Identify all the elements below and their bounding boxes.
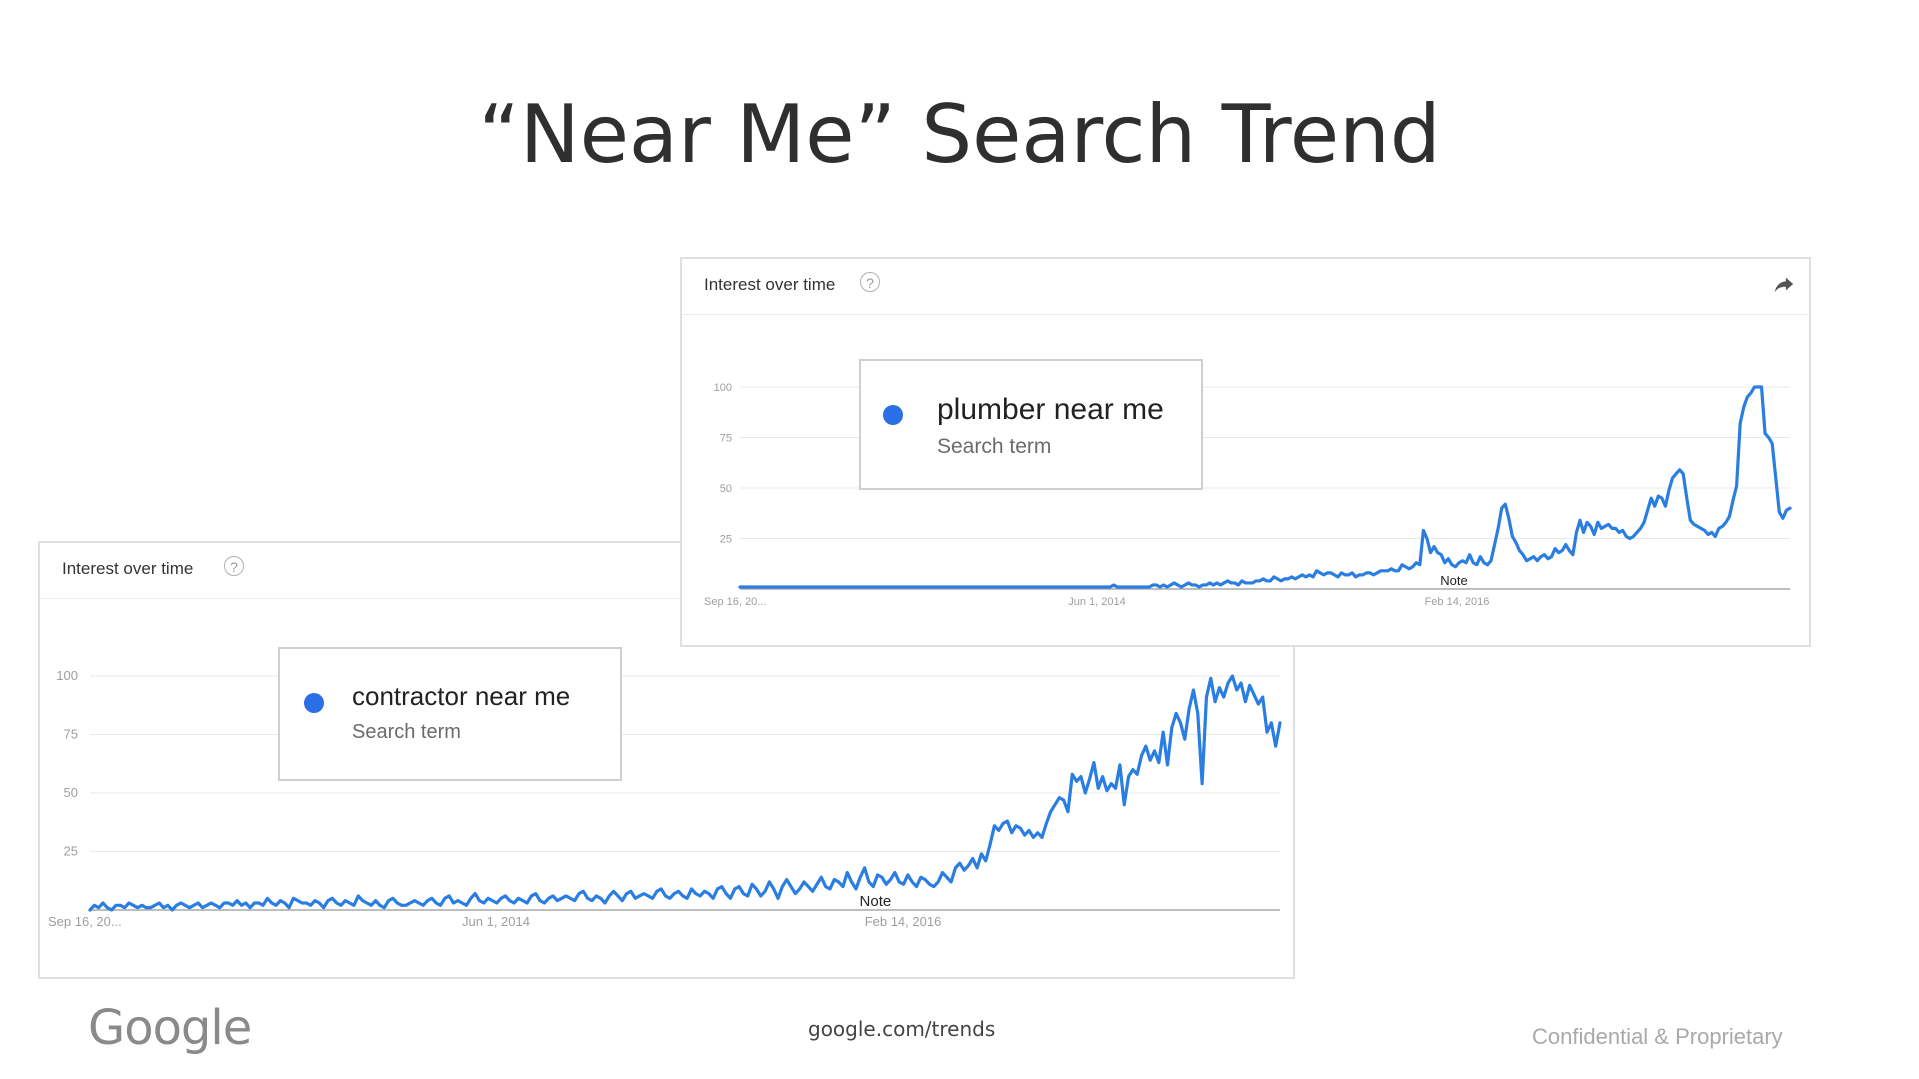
legend-subtitle: Search term (937, 435, 1052, 458)
contractor-chart: 100 75 50 25 Sep 16, 20... Jun 1, 2014 Feb 14,… (48, 668, 1282, 929)
help-circle-icon[interactable]: ? (224, 556, 244, 576)
slide-title: “Near Me” Search Trend (478, 88, 1441, 181)
x-tick-label: Jun 1, 2014 (462, 914, 530, 929)
panel-title: Interest over time (62, 559, 194, 578)
y-tick-label: 100 (56, 668, 78, 683)
y-tick-label: 75 (720, 433, 732, 445)
legend-term: contractor near me (352, 681, 571, 711)
plumber-chart: 100 75 50 25 Sep 16, 20... Jun 1, 2014 Feb 14,… (704, 382, 1792, 608)
chart-annotation[interactable]: Note (860, 893, 892, 910)
confidential-note: Confidential & Proprietary (1532, 1024, 1783, 1049)
y-tick-label: 50 (720, 483, 732, 495)
panel-title: Interest over time (704, 275, 836, 294)
y-tick-label: 75 (64, 727, 78, 742)
y-tick-label: 25 (720, 534, 732, 546)
panel-header: Interest over time ? (40, 543, 1293, 599)
legend-subtitle: Search term (352, 721, 461, 743)
plumber-trend-panel: Interest over time ? 100 75 50 25 Sep 16, 20… (680, 257, 1811, 647)
series-line (88, 674, 1282, 912)
source-url: google.com/trends (808, 1017, 996, 1041)
series-color-dot (304, 693, 324, 713)
help-circle-icon[interactable]: ? (860, 272, 880, 292)
panel-header: Interest over time ? (682, 259, 1809, 315)
google-logo: Google (88, 1000, 252, 1056)
y-tick-label: 50 (64, 785, 78, 800)
legend-box: contractor near me Search term (278, 647, 622, 781)
x-tick-label: Feb 14, 2016 (865, 914, 942, 929)
x-tick-label: Sep 16, 20... (704, 596, 766, 608)
x-tick-label: Sep 16, 20... (48, 914, 122, 929)
series-color-dot (883, 405, 903, 425)
legend-term: plumber near me (937, 393, 1164, 426)
series-line (738, 385, 1792, 589)
x-tick-label: Feb 14, 2016 (1425, 596, 1490, 608)
chart-annotation[interactable]: Note (1440, 573, 1467, 588)
legend-box: plumber near me Search term (859, 359, 1203, 490)
y-tick-label: 25 (64, 844, 78, 859)
x-tick-label: Jun 1, 2014 (1068, 596, 1126, 608)
y-tick-label: 100 (714, 382, 732, 394)
share-arrow-icon[interactable] (1773, 273, 1795, 295)
